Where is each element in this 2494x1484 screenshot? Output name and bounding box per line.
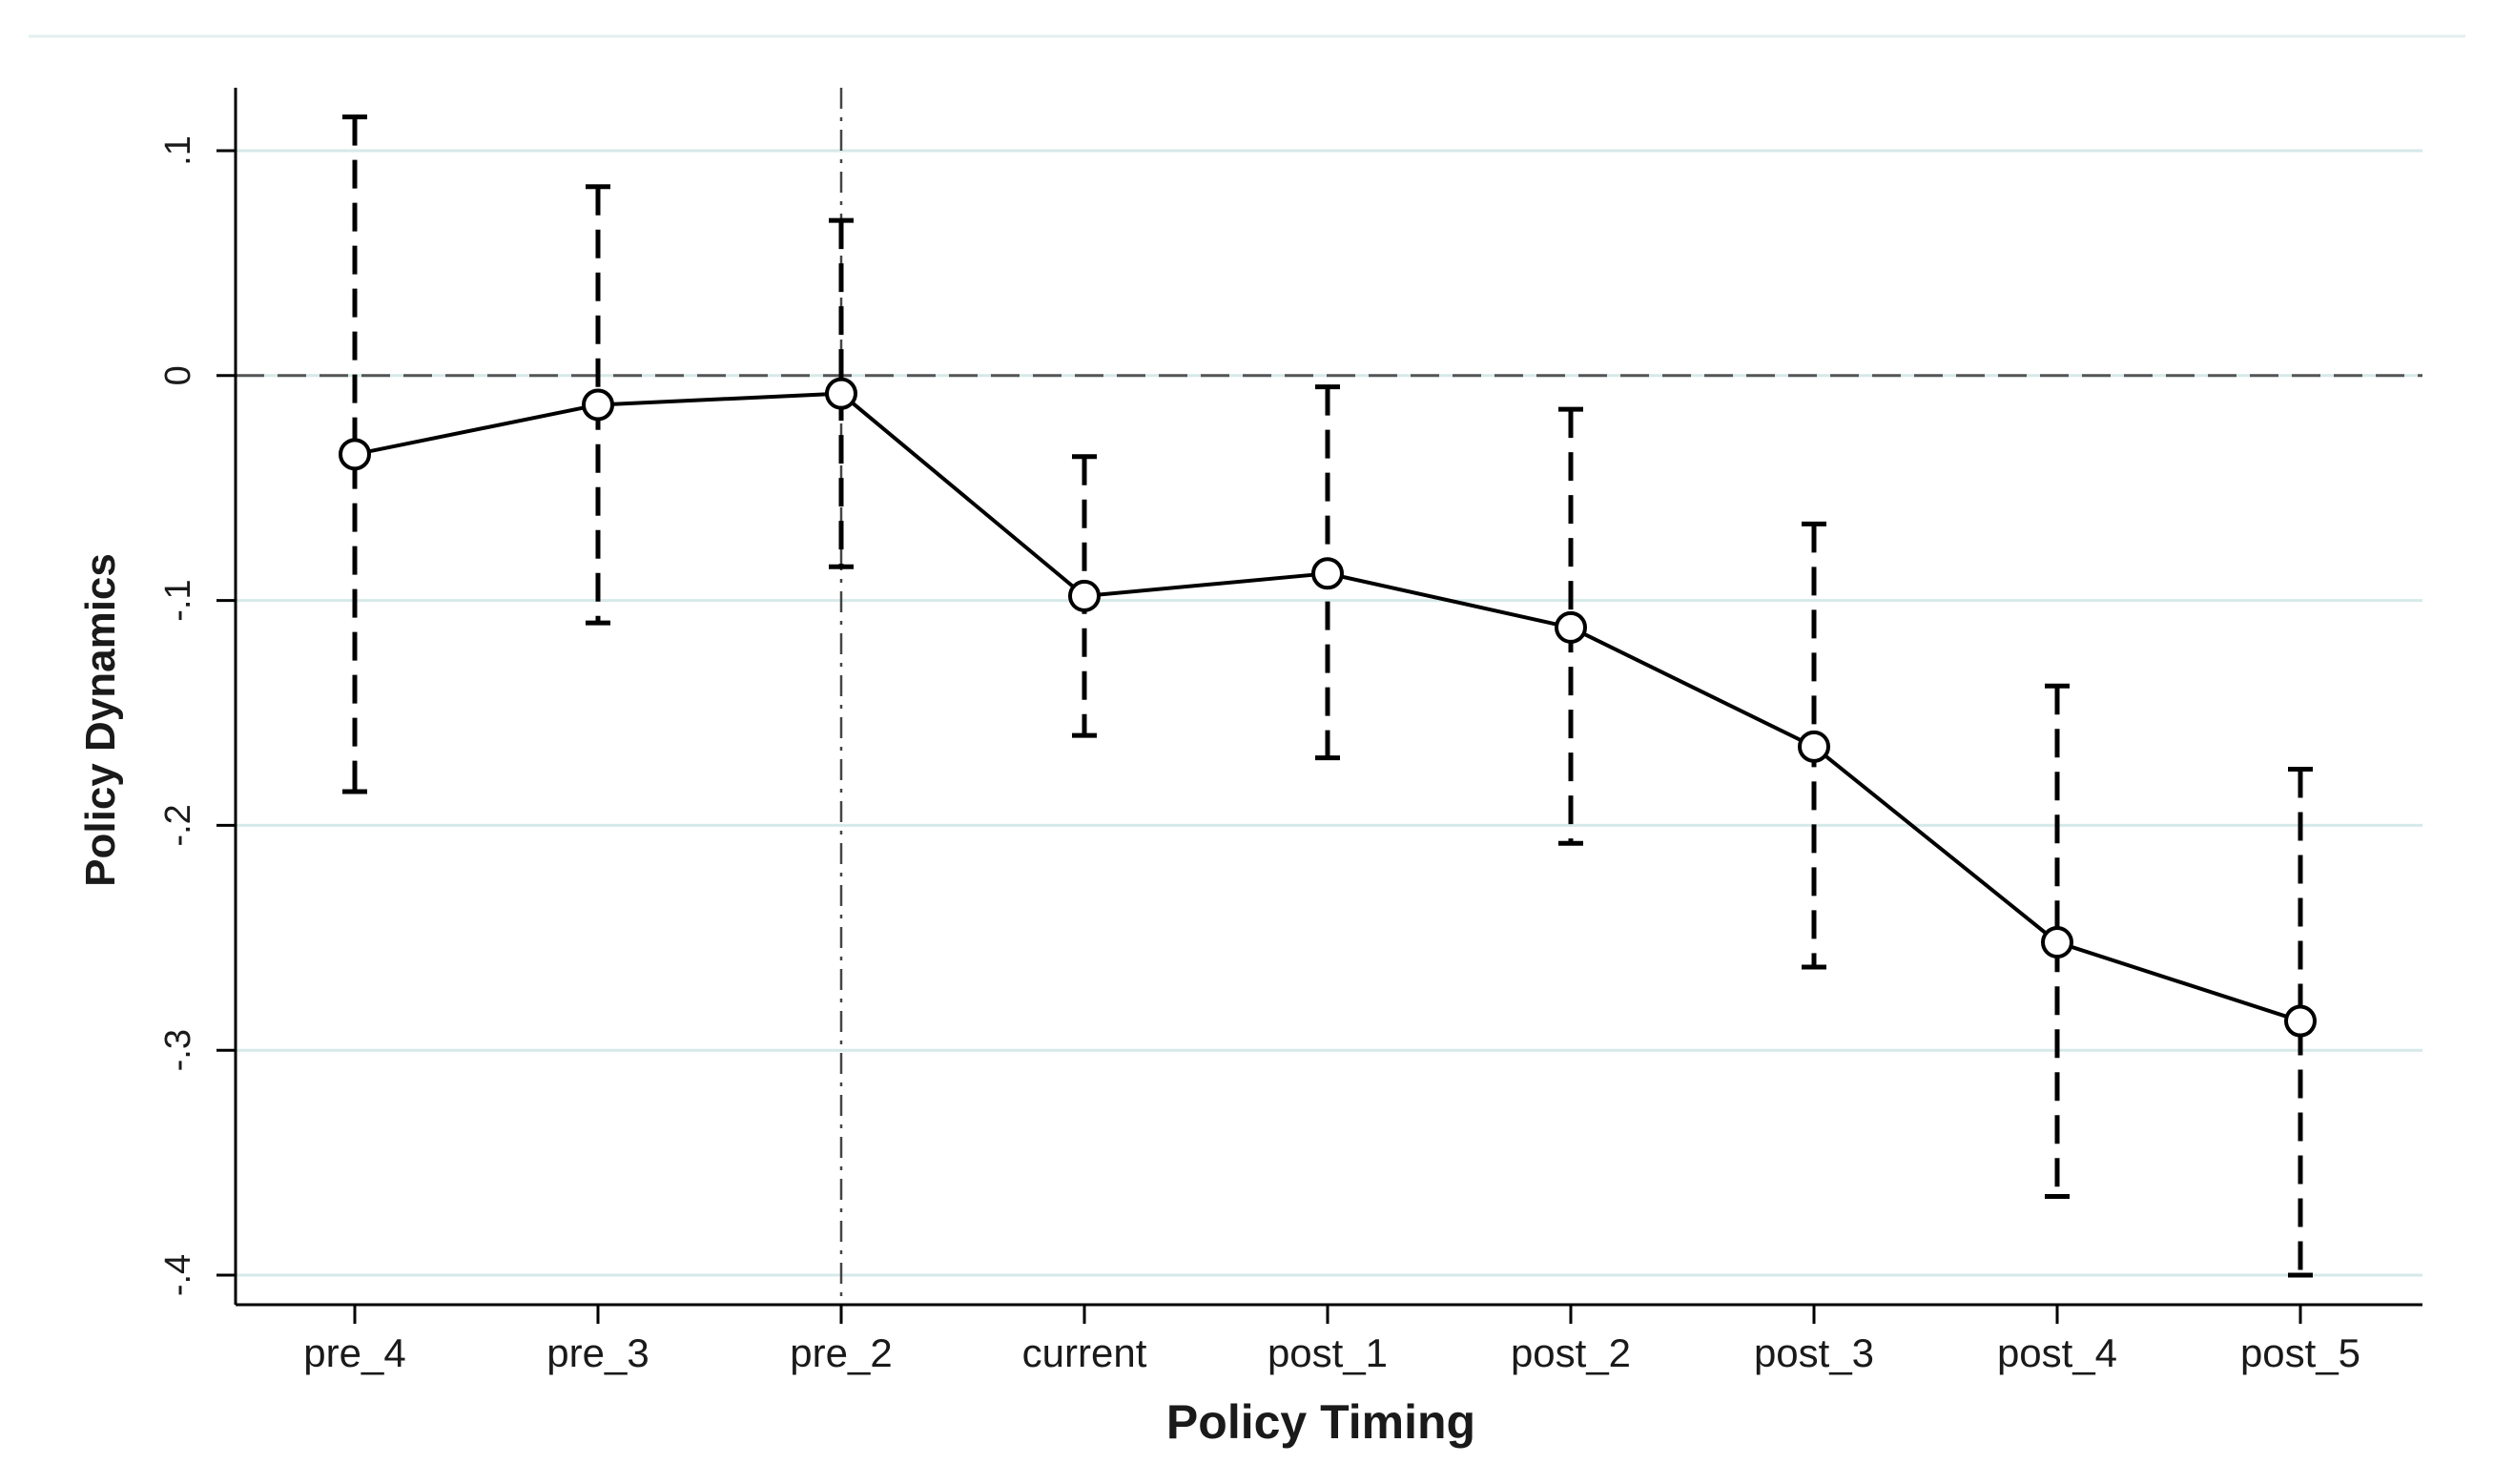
point-marker [2041,926,2073,959]
point-marker [339,438,371,471]
axes [216,88,2422,1324]
y-tick-label: -.3 [158,1029,198,1071]
x-tick-label: post_4 [1997,1330,2117,1375]
x-tick-label: post_2 [1511,1330,1631,1375]
y-tick-label: .1 [158,135,198,166]
series-layer [339,377,2317,1038]
x-tick-label: pre_4 [303,1330,405,1375]
point-marker [825,377,857,410]
point-marker [1798,730,1830,763]
point-marker [582,388,614,422]
y-tick-label: -.4 [158,1254,198,1296]
x-tick-label: post_5 [2240,1330,2360,1375]
labels: .1 0 -.1 -.2 -.3 -.4 pre_4 pre_3 pre_2 current pos… [158,135,2360,1375]
y-tick-label: -.2 [158,804,198,846]
reference-lines [236,88,2422,1305]
y-tick-label: 0 [158,365,198,385]
y-axis-title: Policy Dynamics [77,553,124,887]
point-marker [2284,1004,2317,1038]
x-tick-label: post_3 [1754,1330,1874,1375]
x-tick-label: post_1 [1268,1330,1388,1375]
x-tick-label: current [1022,1330,1147,1375]
point-marker [1311,557,1344,590]
x-tick-label: pre_3 [546,1330,649,1375]
x-tick-label: pre_2 [790,1330,892,1375]
point-marker [1068,579,1101,612]
point-marker [1555,610,1587,644]
x-axis-title: Policy Timing [1166,1395,1475,1449]
y-tick-label: -.1 [158,579,198,621]
